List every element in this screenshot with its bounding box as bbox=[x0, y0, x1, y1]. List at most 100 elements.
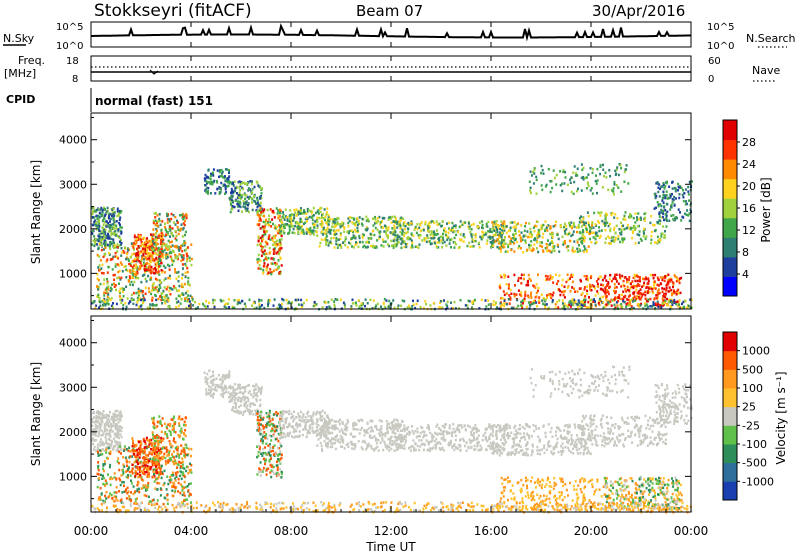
echo-cell bbox=[358, 222, 360, 225]
echo-cell bbox=[282, 213, 285, 217]
echo-cell bbox=[244, 305, 247, 308]
nsky-label: N.Sky bbox=[3, 32, 35, 45]
echo-cell bbox=[564, 176, 567, 179]
echo-cell bbox=[95, 208, 98, 212]
echo-cell bbox=[548, 293, 550, 296]
date-label: 30/Apr/2016 bbox=[592, 2, 685, 20]
echo-cell bbox=[117, 444, 120, 448]
echo-cell bbox=[259, 267, 262, 271]
echo-cell bbox=[337, 238, 340, 241]
echo-cell bbox=[320, 219, 323, 223]
echo-cell bbox=[429, 304, 432, 307]
echo-cell bbox=[258, 185, 261, 188]
echo-cell bbox=[159, 494, 162, 497]
echo-cell bbox=[530, 291, 533, 295]
echo-cell bbox=[103, 242, 106, 245]
echo-cell bbox=[589, 307, 592, 310]
echo-cell bbox=[571, 274, 574, 277]
echo-cell bbox=[503, 229, 506, 232]
echo-cell bbox=[342, 301, 345, 304]
echo-cell bbox=[393, 231, 396, 234]
echo-cell bbox=[640, 218, 642, 221]
echo-cell bbox=[348, 230, 351, 233]
echo-cell bbox=[272, 248, 275, 251]
echo-cell bbox=[374, 218, 377, 221]
echo-cell bbox=[157, 220, 160, 223]
echo-cell bbox=[625, 303, 628, 306]
echo-cell bbox=[267, 237, 270, 240]
echo-cell bbox=[212, 171, 214, 174]
echo-cell bbox=[625, 278, 628, 281]
echo-cell bbox=[587, 232, 590, 235]
echo-cell bbox=[204, 173, 207, 177]
echo-cell bbox=[407, 304, 410, 308]
echo-cell bbox=[552, 225, 555, 228]
echo-cell bbox=[311, 222, 314, 225]
echo-cell bbox=[237, 298, 240, 302]
echo-cell bbox=[257, 236, 260, 240]
echo-cell bbox=[470, 223, 473, 227]
echo-cell bbox=[126, 469, 129, 472]
echo-cell bbox=[343, 239, 346, 243]
echo-cell bbox=[422, 306, 425, 310]
echo-cell bbox=[160, 236, 163, 240]
echo-cell bbox=[670, 206, 673, 209]
echo-cell bbox=[159, 236, 161, 240]
echo-cell bbox=[239, 189, 242, 192]
echo-cell bbox=[658, 215, 661, 219]
echo-cell bbox=[281, 302, 283, 306]
echo-cell bbox=[453, 236, 456, 240]
echo-cell bbox=[167, 276, 170, 280]
echo-cell bbox=[454, 226, 457, 229]
echo-cell bbox=[254, 200, 257, 203]
echo-cell bbox=[544, 278, 547, 282]
echo-cell bbox=[613, 181, 616, 184]
echo-cell bbox=[655, 182, 658, 185]
echo-cell bbox=[105, 225, 108, 228]
echo-cell bbox=[194, 300, 196, 304]
echo-cell bbox=[491, 236, 494, 239]
echo-cell bbox=[430, 230, 433, 233]
echo-cell bbox=[107, 418, 110, 421]
echo-cell bbox=[396, 238, 399, 242]
echo-cell bbox=[160, 231, 163, 235]
echo-cell bbox=[98, 232, 101, 236]
echo-cell bbox=[114, 251, 117, 255]
echo-cell bbox=[175, 455, 178, 458]
echo-cell bbox=[661, 197, 664, 200]
echo-cell bbox=[494, 240, 497, 243]
echo-cell bbox=[320, 238, 323, 241]
echo-cell bbox=[661, 232, 664, 235]
echo-cell bbox=[429, 225, 431, 228]
echo-cell bbox=[113, 285, 116, 288]
echo-cell bbox=[206, 182, 208, 185]
echo-cell bbox=[378, 235, 381, 238]
echo-cell bbox=[403, 221, 406, 224]
echo-cell bbox=[566, 245, 569, 248]
echo-cell bbox=[164, 296, 167, 299]
echo-cell bbox=[184, 271, 187, 275]
echo-cell bbox=[178, 284, 181, 288]
echo-cell bbox=[236, 192, 238, 195]
echo-cell bbox=[526, 280, 529, 283]
echo-cell bbox=[218, 170, 221, 174]
echo-cell bbox=[134, 474, 137, 478]
echo-cell bbox=[641, 277, 644, 281]
echo-cell bbox=[344, 237, 347, 241]
echo-cell bbox=[136, 272, 139, 275]
echo-cell bbox=[325, 213, 328, 216]
echo-cell bbox=[679, 291, 682, 295]
echo-cell bbox=[281, 221, 284, 224]
echo-cell bbox=[657, 190, 660, 194]
echo-cell bbox=[641, 293, 644, 297]
echo-cell bbox=[457, 230, 460, 233]
echo-cell bbox=[165, 243, 168, 246]
echo-cell bbox=[106, 302, 109, 305]
echo-cell bbox=[628, 278, 630, 282]
echo-cell bbox=[330, 228, 333, 232]
echo-cell bbox=[116, 499, 119, 502]
echo-cell bbox=[106, 281, 109, 285]
echo-cell bbox=[315, 230, 318, 234]
echo-cell bbox=[513, 250, 516, 253]
echo-cell bbox=[342, 241, 345, 244]
